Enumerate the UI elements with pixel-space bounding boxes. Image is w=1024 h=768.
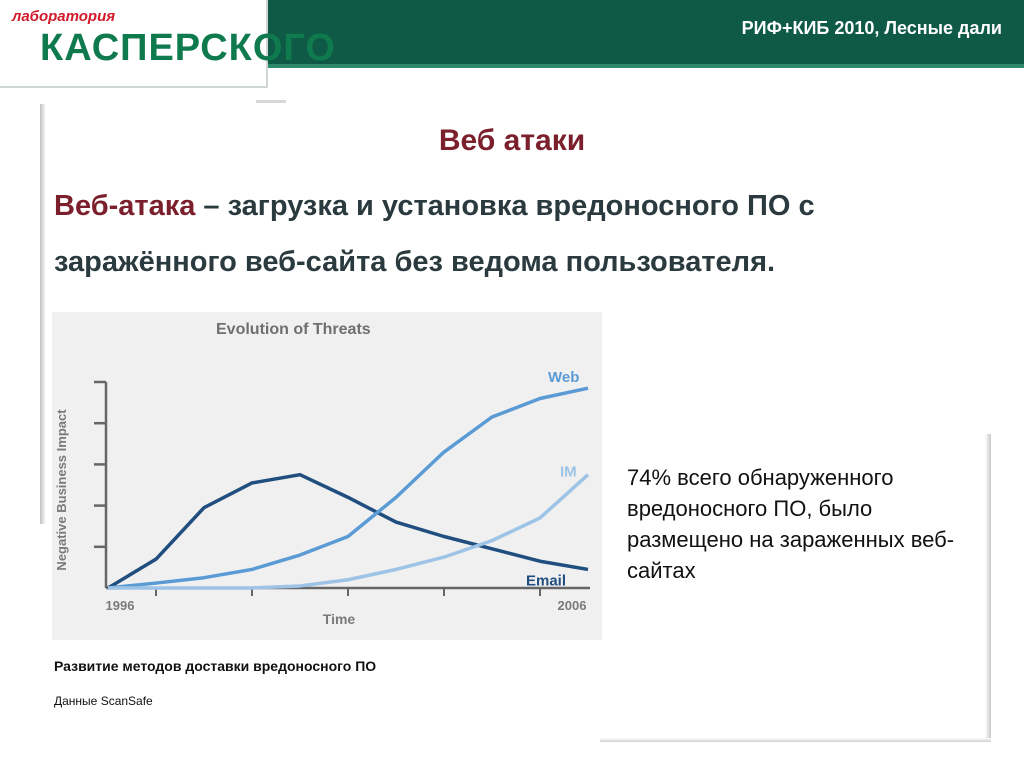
series-label-email: Email — [526, 572, 566, 589]
x-tick-label-start: 1996 — [106, 598, 135, 613]
threats-chart: Evolution of Threats Negative Business I… — [52, 312, 602, 640]
series-label-im: IM — [560, 464, 577, 481]
statistic-note: 74% всего обнаруженного вредоносного ПО,… — [627, 465, 955, 583]
data-source: Данные ScanSafe — [54, 694, 153, 708]
y-axis-label: Negative Business Impact — [54, 409, 69, 571]
frame-shadow-bottom — [600, 738, 991, 742]
series-label-web: Web — [548, 369, 579, 386]
definition-text: – загрузка и установка вредоносного ПО с… — [54, 190, 815, 278]
x-axis-label: Time — [323, 611, 356, 627]
conference-title: РИФ+КИБ 2010, Лесные дали — [741, 18, 1002, 38]
header-stripe — [268, 64, 1024, 68]
logo-small-text: лаборатория — [12, 8, 116, 25]
series-line-im — [108, 473, 590, 590]
chart-svg: Evolution of Threats Negative Business I… — [54, 321, 590, 627]
series-line-email — [107, 472, 589, 590]
definition-term: Веб-атака — [54, 190, 196, 222]
logo: лаборатория КАСПЕРСКОГО — [0, 0, 335, 88]
frame-shadow-top — [256, 100, 286, 103]
frame-shadow-right — [985, 434, 991, 740]
logo-main-text: КАСПЕРСКОГО — [40, 27, 336, 69]
series-lines — [107, 386, 590, 590]
chart-title: Evolution of Threats — [216, 321, 371, 338]
series-line-web — [107, 386, 589, 590]
slide-title: Веб атаки — [438, 124, 586, 157]
chart-caption: Развитие методов доставки вредоносного П… — [54, 658, 377, 674]
y-ticks — [94, 380, 106, 549]
frame-shadow-left — [40, 104, 46, 524]
series-labels: Email Web IM — [526, 369, 579, 589]
header-bar — [268, 0, 1024, 64]
definition: Веб-атака – загрузка и установка вредоно… — [54, 178, 984, 290]
x-tick-label-end: 2006 — [558, 598, 587, 613]
